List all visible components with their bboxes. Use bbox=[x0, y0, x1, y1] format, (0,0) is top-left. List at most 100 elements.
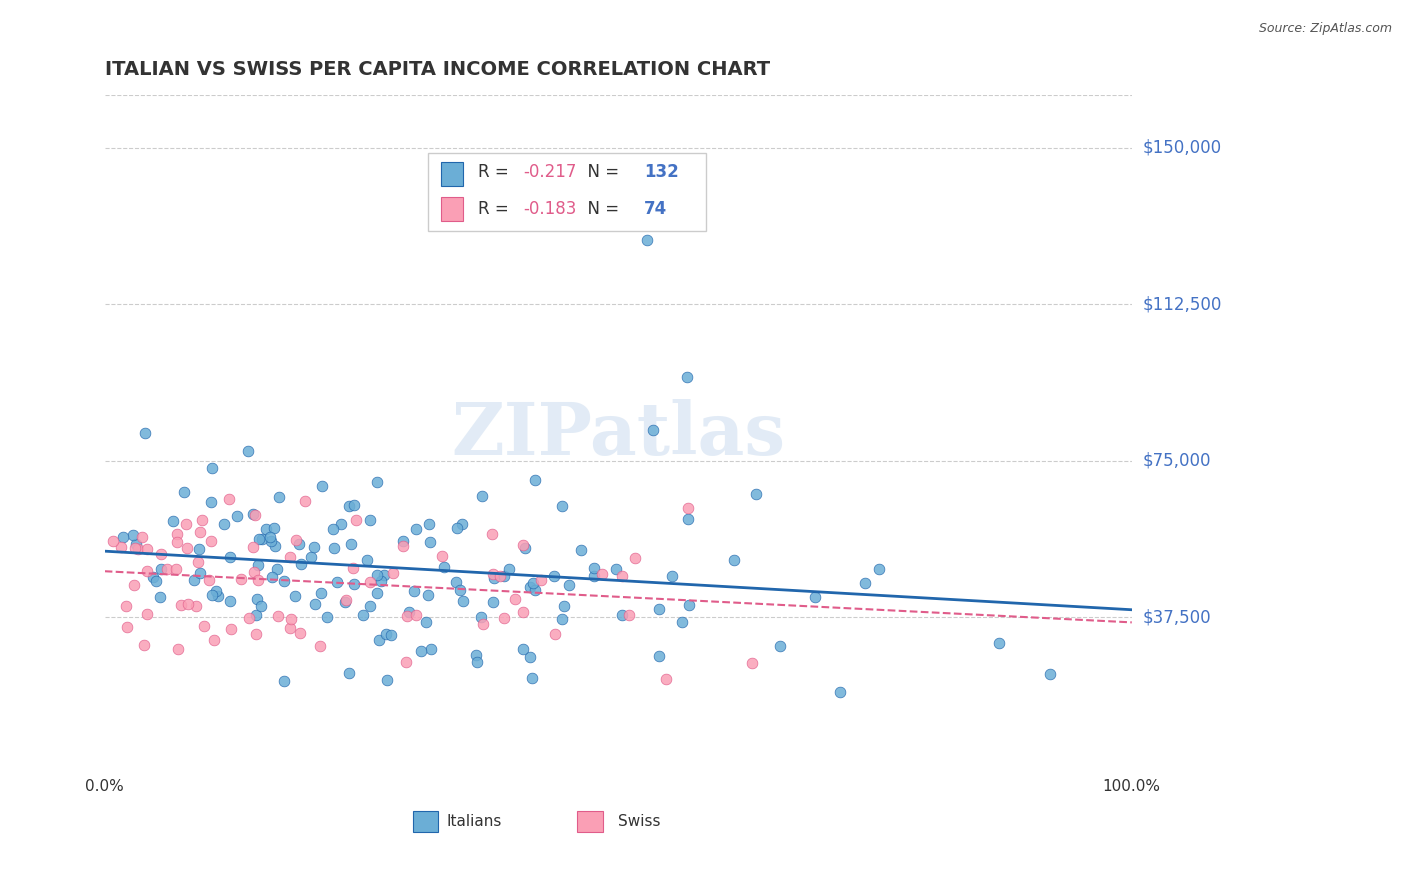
Italians bbox=[218, 549, 240, 564]
Text: N =: N = bbox=[576, 200, 624, 218]
Italians bbox=[190, 566, 212, 580]
Swiss bbox=[170, 598, 193, 612]
Text: -0.217: -0.217 bbox=[524, 163, 576, 181]
Italians bbox=[252, 532, 274, 546]
Text: 74: 74 bbox=[644, 200, 668, 218]
Italians bbox=[484, 571, 506, 585]
Italians bbox=[678, 598, 700, 612]
Italians bbox=[675, 370, 697, 384]
Text: 132: 132 bbox=[644, 163, 679, 181]
Swiss bbox=[238, 611, 260, 625]
Swiss bbox=[676, 500, 699, 515]
Italians bbox=[337, 666, 360, 681]
Italians bbox=[260, 533, 283, 548]
Swiss bbox=[309, 639, 332, 653]
Text: Italians: Italians bbox=[447, 814, 502, 829]
Italians bbox=[259, 530, 281, 544]
Text: $112,500: $112,500 bbox=[1143, 295, 1222, 313]
Swiss bbox=[242, 540, 264, 554]
Italians bbox=[450, 517, 472, 532]
Italians bbox=[543, 569, 565, 583]
Italians bbox=[366, 475, 388, 489]
Swiss bbox=[432, 549, 454, 564]
Italians bbox=[569, 543, 592, 558]
Swiss bbox=[335, 592, 357, 607]
Swiss bbox=[200, 534, 222, 549]
Swiss bbox=[395, 655, 418, 669]
Italians bbox=[183, 573, 205, 587]
Italians bbox=[290, 558, 312, 572]
Swiss bbox=[114, 599, 136, 613]
Swiss bbox=[231, 572, 253, 586]
Italians bbox=[301, 550, 323, 565]
Italians bbox=[661, 568, 683, 582]
Italians bbox=[322, 541, 344, 555]
Text: N =: N = bbox=[576, 163, 624, 181]
Swiss bbox=[198, 573, 221, 587]
Italians bbox=[162, 514, 184, 528]
Text: $75,000: $75,000 bbox=[1143, 452, 1212, 470]
Text: $150,000: $150,000 bbox=[1143, 138, 1222, 157]
Italians bbox=[583, 569, 606, 583]
Italians bbox=[309, 585, 332, 599]
Italians bbox=[173, 484, 195, 499]
Swiss bbox=[131, 530, 153, 544]
Italians bbox=[551, 612, 574, 626]
Italians bbox=[405, 523, 427, 537]
Text: ZIPatlas: ZIPatlas bbox=[451, 400, 786, 470]
Text: Swiss: Swiss bbox=[617, 814, 659, 829]
Swiss bbox=[245, 627, 267, 641]
Italians bbox=[368, 633, 391, 648]
Swiss bbox=[624, 550, 647, 565]
Italians bbox=[370, 574, 392, 588]
Italians bbox=[676, 511, 699, 525]
Italians bbox=[250, 599, 273, 614]
Swiss bbox=[166, 535, 188, 549]
Italians bbox=[134, 426, 156, 441]
Italians bbox=[524, 473, 547, 487]
Swiss bbox=[489, 569, 512, 583]
Italians bbox=[648, 649, 671, 664]
Swiss bbox=[219, 622, 242, 636]
Italians bbox=[122, 527, 145, 541]
Italians bbox=[1039, 667, 1062, 681]
Italians bbox=[329, 516, 352, 531]
Italians bbox=[419, 534, 441, 549]
Italians bbox=[470, 610, 492, 624]
Italians bbox=[519, 650, 541, 665]
Italians bbox=[304, 597, 326, 611]
FancyBboxPatch shape bbox=[440, 162, 463, 186]
Italians bbox=[418, 517, 440, 532]
Italians bbox=[768, 639, 790, 653]
Italians bbox=[254, 522, 277, 536]
Italians bbox=[149, 591, 172, 605]
Swiss bbox=[591, 567, 613, 582]
Italians bbox=[187, 542, 209, 557]
Swiss bbox=[124, 541, 146, 555]
Text: Source: ZipAtlas.com: Source: ZipAtlas.com bbox=[1258, 22, 1392, 36]
Italians bbox=[343, 498, 366, 512]
Italians bbox=[464, 648, 486, 662]
Italians bbox=[284, 589, 307, 603]
Italians bbox=[853, 576, 876, 591]
Italians bbox=[553, 599, 575, 613]
Italians bbox=[671, 615, 693, 629]
Italians bbox=[411, 644, 433, 658]
FancyBboxPatch shape bbox=[576, 812, 603, 831]
Italians bbox=[402, 584, 425, 599]
Swiss bbox=[167, 642, 190, 657]
Italians bbox=[337, 499, 360, 513]
Italians bbox=[828, 685, 851, 699]
Italians bbox=[342, 576, 364, 591]
Italians bbox=[352, 608, 374, 623]
Italians bbox=[264, 539, 287, 553]
Swiss bbox=[188, 524, 211, 539]
Italians bbox=[142, 570, 165, 584]
Swiss bbox=[512, 605, 534, 619]
Swiss bbox=[610, 569, 633, 583]
Italians bbox=[444, 574, 467, 589]
Italians bbox=[723, 552, 745, 566]
Swiss bbox=[544, 626, 567, 640]
Swiss bbox=[117, 620, 139, 634]
Italians bbox=[125, 537, 148, 551]
